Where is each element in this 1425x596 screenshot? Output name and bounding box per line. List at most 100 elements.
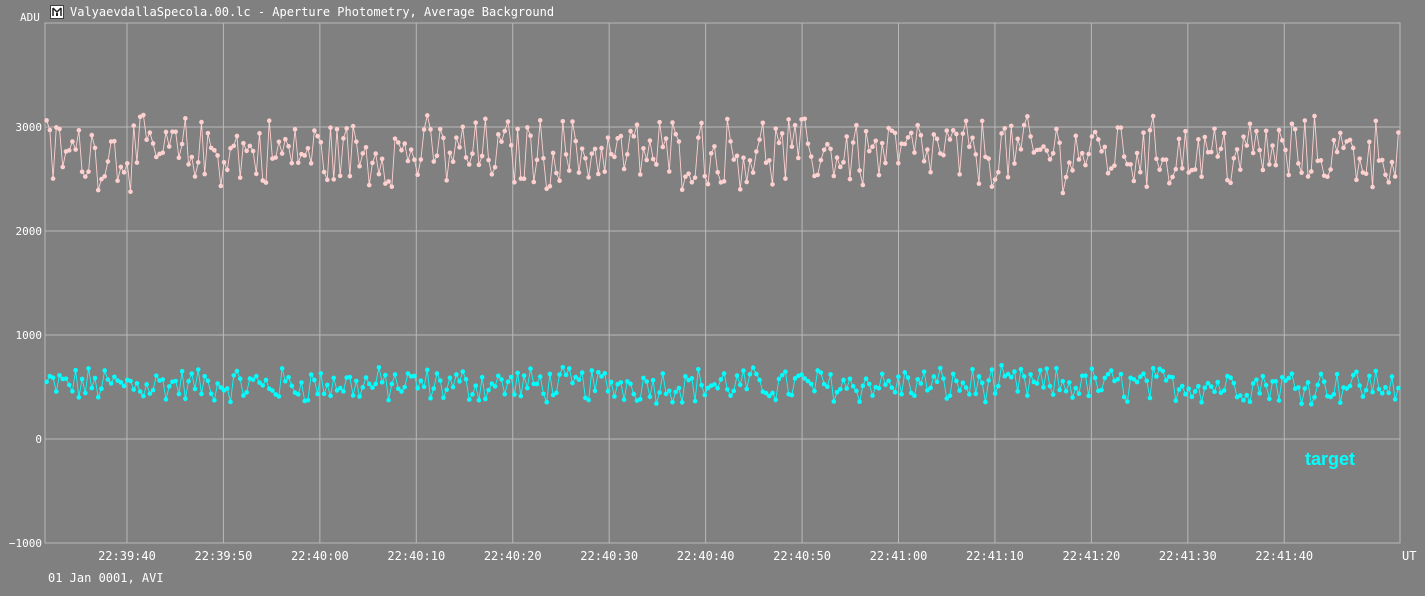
data-point — [418, 157, 424, 162]
data-point — [308, 161, 314, 166]
data-point — [1250, 381, 1256, 386]
data-point — [212, 397, 217, 403]
data-point — [554, 390, 559, 396]
data-point — [1076, 391, 1082, 396]
data-point — [1215, 379, 1221, 385]
data-point — [763, 390, 769, 396]
data-point — [534, 381, 540, 387]
data-point — [763, 160, 769, 166]
data-point — [1296, 161, 1301, 166]
x-tick-label: 22:41:20 — [1062, 549, 1120, 563]
data-point — [441, 135, 446, 141]
data-point — [818, 157, 824, 163]
data-point — [263, 377, 269, 383]
data-point — [508, 142, 514, 148]
y-tick-label: −1000 — [9, 537, 42, 550]
data-point — [741, 368, 746, 373]
data-point — [1350, 372, 1356, 378]
data-point — [1092, 129, 1098, 135]
data-point — [1008, 374, 1014, 380]
data-point — [866, 148, 872, 154]
data-point — [1389, 159, 1395, 165]
data-point — [1386, 180, 1392, 185]
data-point — [218, 183, 224, 189]
data-point — [912, 393, 917, 399]
data-point — [1073, 385, 1079, 391]
y-tick-label: 3000 — [16, 121, 43, 134]
photometry-app-icon — [50, 5, 64, 19]
data-point — [337, 173, 343, 179]
data-point — [147, 130, 153, 135]
data-point — [1260, 373, 1266, 379]
data-point — [237, 376, 243, 381]
data-point — [270, 388, 275, 393]
data-point — [518, 176, 524, 181]
data-point — [1396, 385, 1401, 391]
data-point — [457, 379, 462, 384]
data-point — [1050, 392, 1056, 397]
data-point — [324, 382, 330, 388]
data-point — [744, 386, 749, 392]
data-point — [492, 384, 498, 389]
data-point — [908, 130, 914, 136]
data-point — [931, 132, 937, 137]
data-point — [508, 374, 514, 380]
data-point — [847, 176, 853, 182]
data-point — [1063, 174, 1069, 180]
data-point — [1070, 168, 1075, 173]
data-point — [1257, 147, 1262, 153]
data-point — [44, 379, 49, 385]
data-point — [1318, 158, 1324, 163]
data-point — [741, 155, 746, 161]
data-point — [531, 179, 537, 185]
data-point — [886, 125, 891, 131]
x-tick-label: 22:40:00 — [291, 549, 349, 563]
data-point — [683, 174, 688, 179]
data-point — [1131, 178, 1137, 184]
data-point — [805, 141, 811, 147]
data-point — [160, 150, 166, 156]
data-point — [996, 383, 1001, 389]
data-point — [1173, 398, 1179, 403]
x-tick-label: 22:40:50 — [773, 549, 831, 563]
data-point — [199, 119, 204, 125]
data-point — [950, 128, 956, 133]
data-point — [1041, 144, 1046, 149]
data-point — [573, 138, 579, 144]
data-point — [283, 136, 288, 142]
data-point — [863, 376, 869, 381]
data-point — [199, 391, 204, 397]
data-point — [1115, 125, 1121, 130]
data-point — [766, 393, 772, 399]
data-point — [1202, 134, 1208, 140]
data-point — [1331, 137, 1337, 143]
data-point — [328, 125, 333, 130]
data-point — [363, 144, 369, 150]
data-point — [1247, 121, 1253, 127]
data-point — [1383, 384, 1388, 390]
data-point — [57, 373, 62, 378]
data-point — [1373, 118, 1379, 124]
data-point — [754, 149, 759, 154]
data-point — [1357, 156, 1362, 161]
data-point — [92, 375, 98, 381]
data-point — [428, 395, 433, 401]
data-point — [179, 368, 185, 374]
data-point — [702, 392, 708, 398]
data-point — [341, 389, 346, 394]
data-point — [850, 383, 856, 389]
data-point — [483, 116, 488, 122]
data-point — [563, 152, 569, 157]
data-point — [892, 389, 898, 395]
data-point — [479, 153, 485, 159]
data-point — [360, 385, 366, 390]
data-point — [728, 393, 733, 398]
data-point — [699, 120, 704, 126]
data-point — [628, 128, 633, 134]
data-point — [644, 379, 649, 384]
data-point — [515, 126, 520, 132]
data-point — [708, 151, 714, 156]
data-point — [1357, 383, 1362, 388]
data-point — [124, 161, 130, 166]
data-point — [637, 396, 643, 402]
